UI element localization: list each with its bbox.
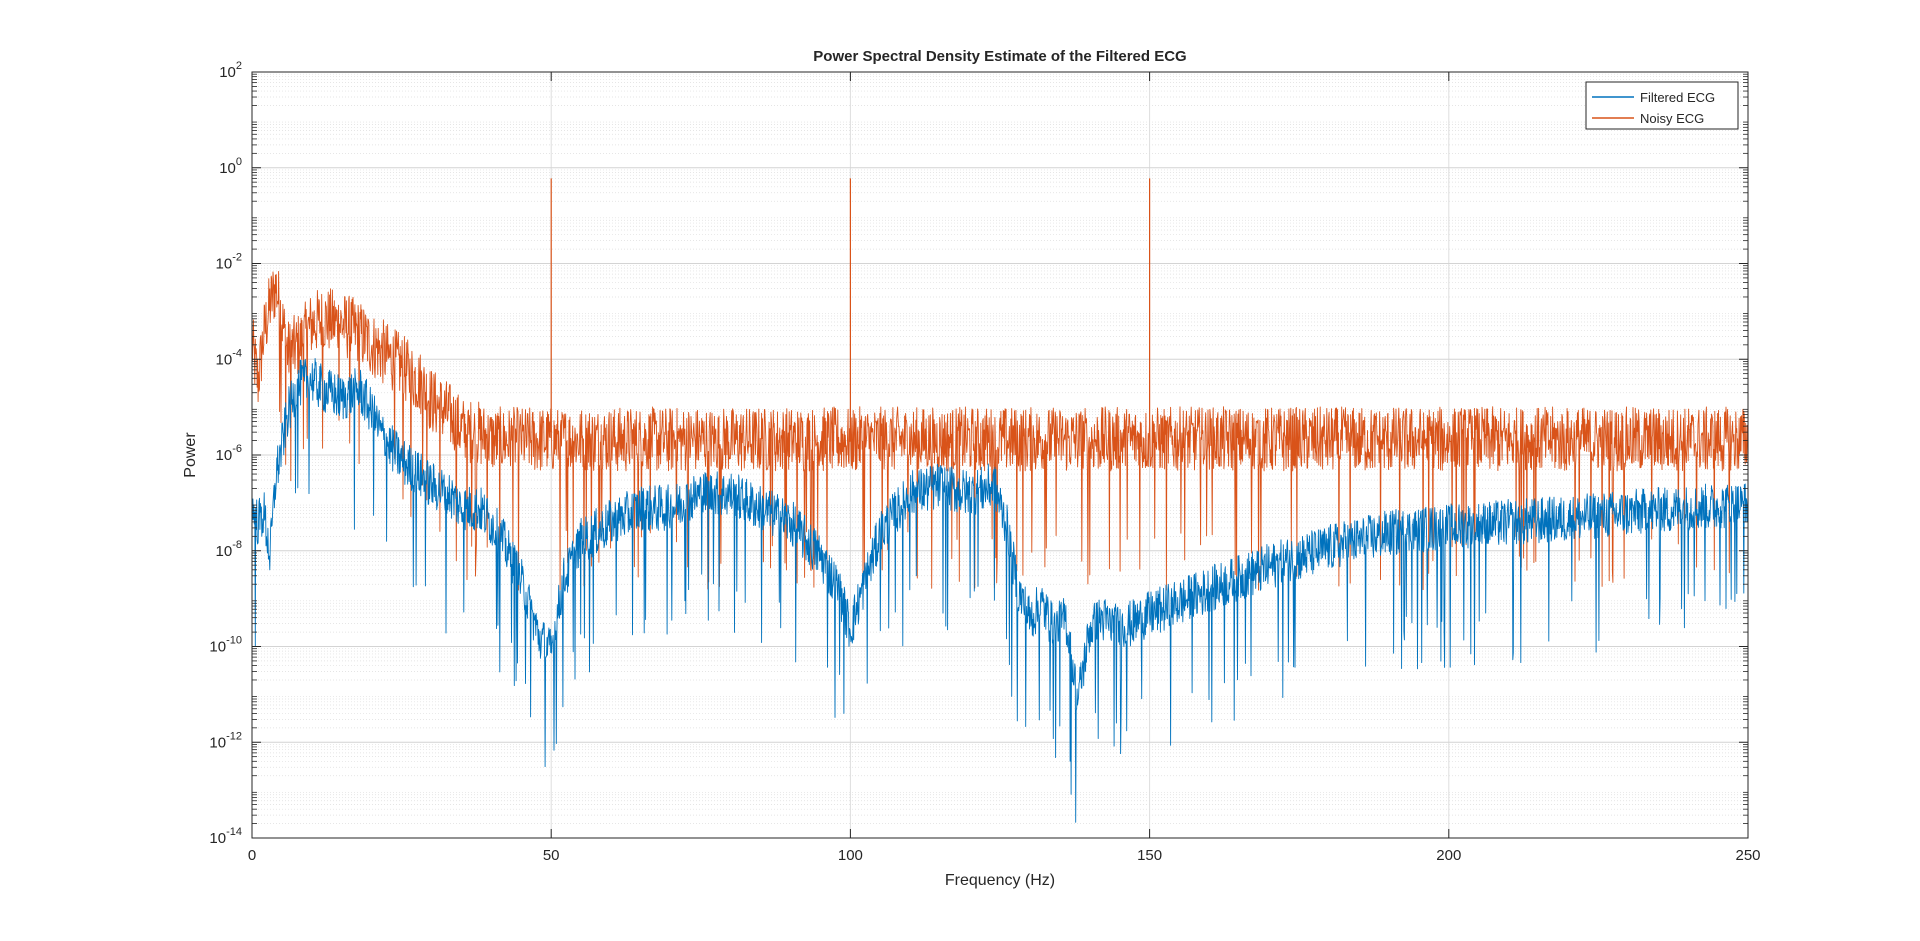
y-tick-label: 100 [219,156,242,177]
y-tick-label: 102 [219,60,242,81]
y-tick-label: 10-12 [209,730,242,751]
x-tick-label: 100 [838,847,863,864]
y-tick-label: 10-4 [216,347,242,368]
y-tick-label: 10-10 [209,635,242,656]
y-tick-label: 10-14 [209,826,242,847]
x-tick-label: 50 [543,847,560,864]
legend-box [1585,81,1739,130]
x-tick-labels: 0 50 100 150 200 250 [248,847,1761,864]
y-axis-label: Power [182,432,199,478]
x-tick-label: 250 [1735,847,1760,864]
y-tick-label: 10-6 [216,443,242,464]
x-axis-label: Frequency (Hz) [945,872,1055,889]
y-tick-label: 10-8 [216,539,242,560]
y-tick-labels: 102 100 10-2 10-4 10-6 10-8 10-10 10-12 10-14 [209,60,242,847]
chart-title: Power Spectral Density Estimate of the F… [813,48,1186,65]
series-layer [252,178,1748,823]
x-tick-label: 0 [248,847,256,864]
x-tick-label: 150 [1137,847,1162,864]
y-tick-label: 10-2 [216,252,242,273]
x-tick-label: 200 [1436,847,1461,864]
legend-label-filtered: Filtered ECG [1640,90,1715,105]
series-line-filtered-ecg [252,358,1748,823]
axis-ticks [251,71,1749,839]
series-line-noisy-ecg [252,270,1748,591]
legend[interactable]: Filtered ECG Noisy ECG [1585,81,1739,130]
legend-label-noisy: Noisy ECG [1640,111,1704,126]
minor-grid [252,73,1748,824]
